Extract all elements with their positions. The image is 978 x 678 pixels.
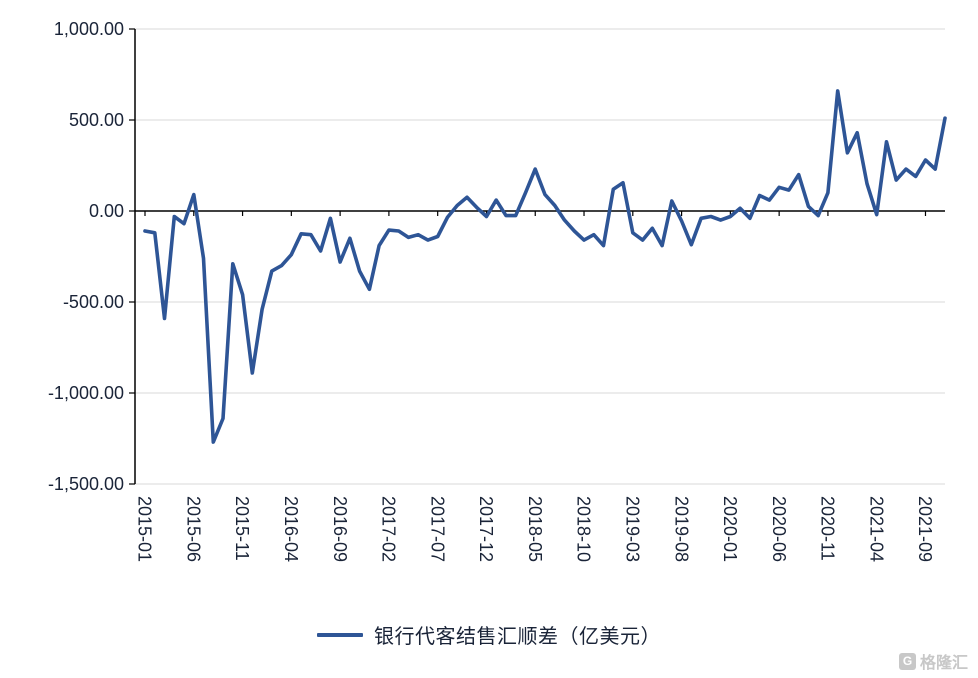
y-axis-label: -500.00 bbox=[63, 292, 124, 312]
gelonghui-logo-text: 格隆汇 bbox=[919, 655, 968, 672]
chart-legend: 银行代客结售汇顺差（亿美元） bbox=[0, 620, 978, 649]
x-axis-label: 2021-09 bbox=[915, 496, 935, 562]
x-axis-label: 2018-10 bbox=[574, 496, 594, 562]
legend-line-swatch bbox=[317, 632, 363, 637]
x-axis-label: 2020-11 bbox=[818, 496, 838, 561]
x-axis-label: 2018-05 bbox=[525, 496, 545, 562]
y-axis-label: 1,000.00 bbox=[54, 19, 124, 39]
x-axis-label: 2016-09 bbox=[330, 496, 350, 562]
x-axis-label: 2019-08 bbox=[671, 496, 691, 562]
x-axis-label: 2020-01 bbox=[720, 496, 740, 562]
x-axis-label: 2021-04 bbox=[866, 496, 886, 562]
x-axis-label: 2017-02 bbox=[379, 496, 399, 562]
y-axis-label: -1,500.00 bbox=[48, 474, 124, 494]
y-axis-label: 500.00 bbox=[69, 110, 124, 130]
series-line bbox=[143, 89, 947, 444]
legend-label: 银行代客结售汇顺差（亿美元） bbox=[374, 626, 661, 648]
x-axis-label: 2017-07 bbox=[427, 496, 447, 562]
x-axis-label: 2017-12 bbox=[476, 496, 496, 562]
gelonghui-watermark: G 格隆汇 bbox=[898, 649, 968, 673]
x-axis-label: 2019-03 bbox=[623, 496, 643, 562]
x-axis-label: 2015-06 bbox=[183, 496, 203, 562]
x-axis-label: 2015-01 bbox=[135, 496, 155, 562]
x-axis-label: 2020-06 bbox=[769, 496, 789, 562]
gelonghui-logo-icon: G bbox=[898, 652, 916, 670]
y-axis-label: 0.00 bbox=[89, 201, 124, 221]
chart-plot: 1,000.00 500.00 0.00 -500.00 -1,000.00 -1,500… bbox=[48, 19, 947, 562]
x-axis-label: 2015-11 bbox=[232, 496, 252, 561]
y-axis-label: -1,000.00 bbox=[48, 383, 124, 403]
x-axis-label: 2016-04 bbox=[281, 496, 301, 562]
